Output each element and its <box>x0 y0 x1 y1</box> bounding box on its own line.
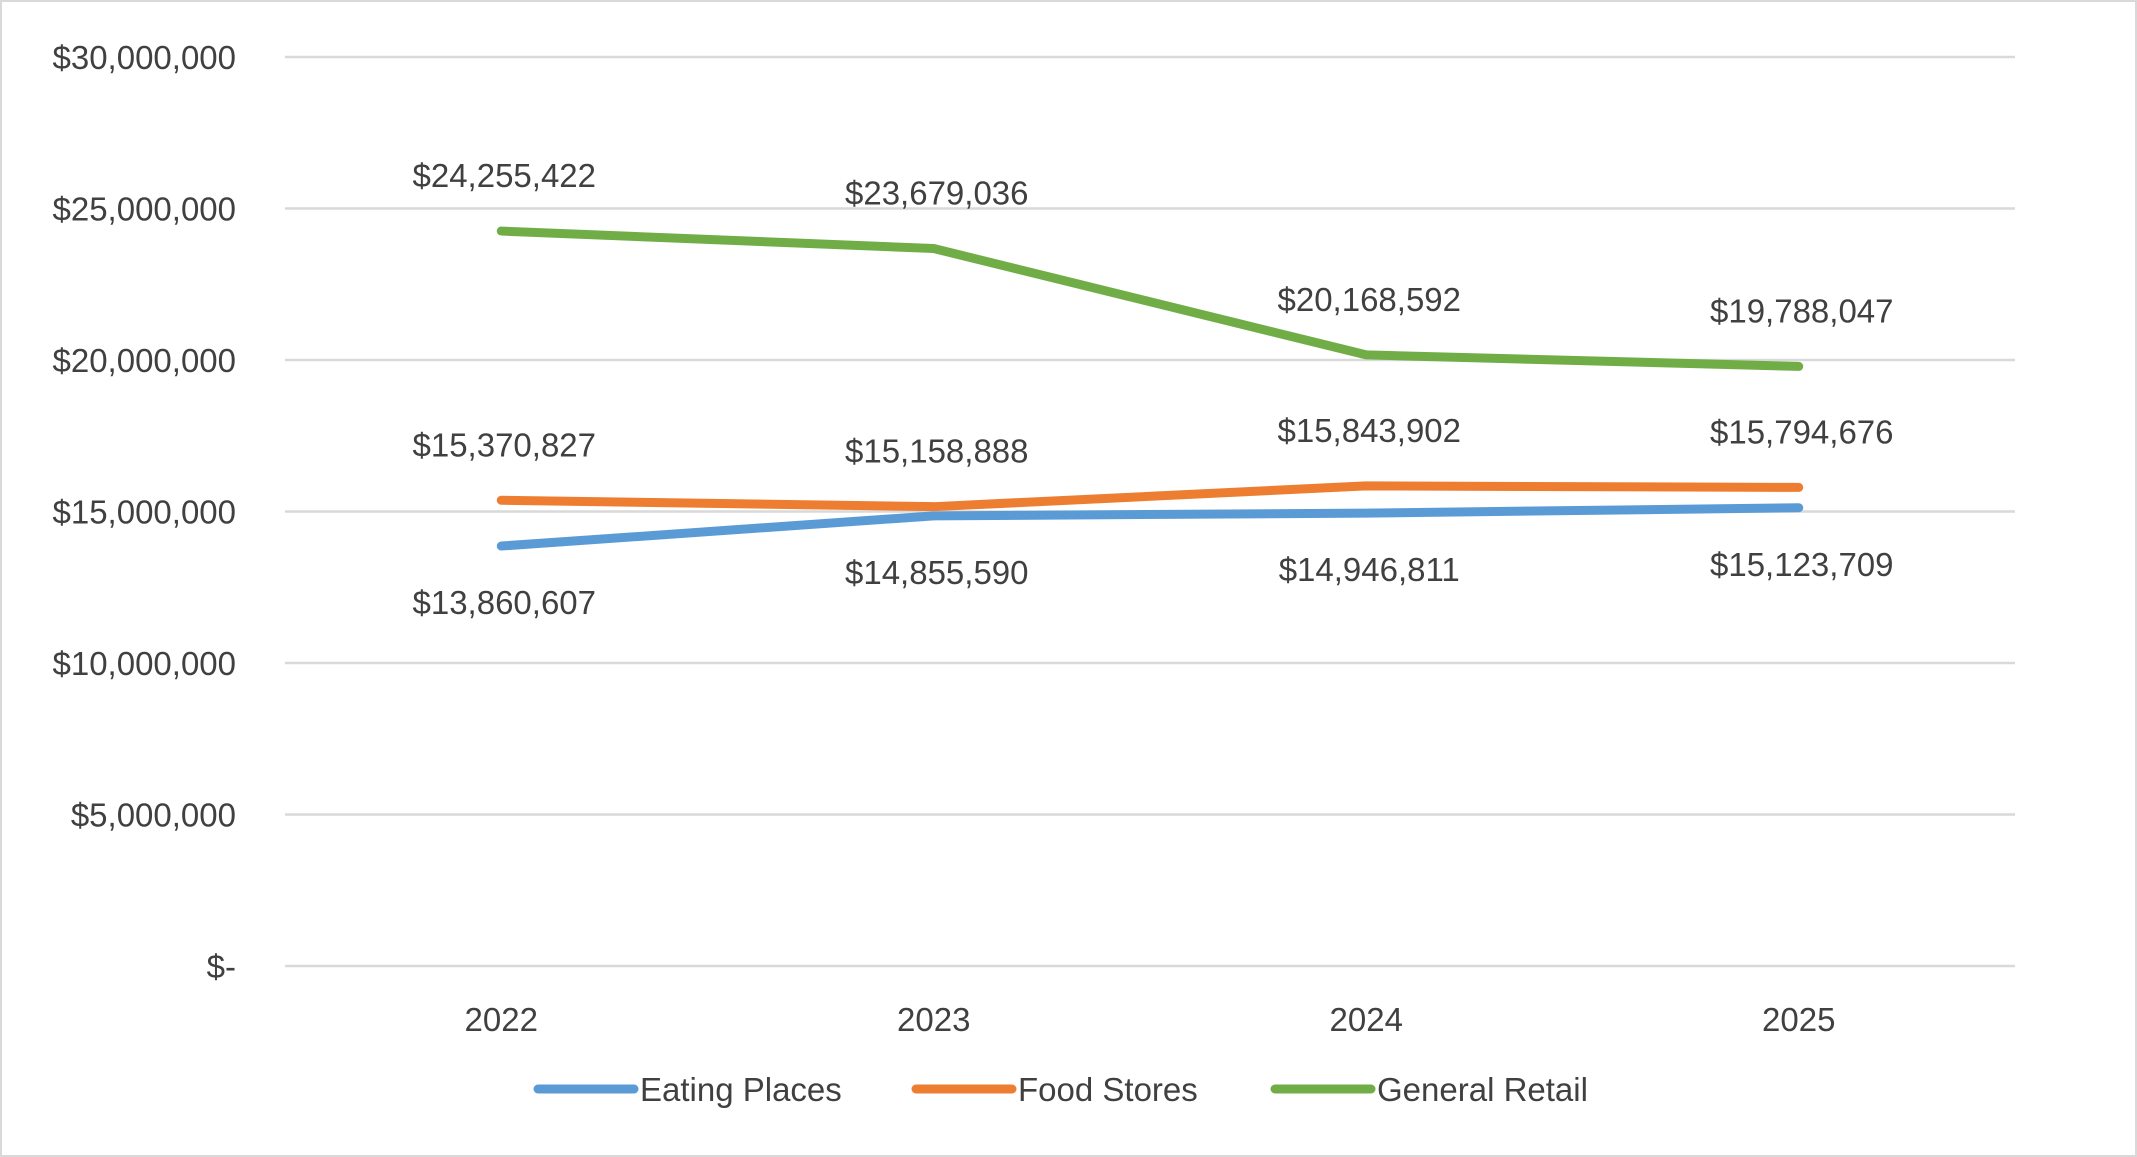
series-line-general-retail <box>496 226 1804 371</box>
data-label: $19,788,047 <box>1710 292 1894 329</box>
data-label: $23,679,036 <box>845 175 1029 212</box>
data-label: $24,255,422 <box>412 157 596 194</box>
data-label: $14,946,811 <box>1279 551 1460 588</box>
data-label: $20,168,592 <box>1277 281 1461 318</box>
data-label: $14,855,590 <box>845 554 1029 591</box>
legend-label: Food Stores <box>1018 1071 1198 1108</box>
legend-label: Eating Places <box>640 1071 842 1108</box>
y-tick-label: $- <box>207 948 236 985</box>
x-tick-label: 2025 <box>1762 1001 1835 1038</box>
x-tick-label: 2023 <box>897 1001 970 1038</box>
data-label: $15,123,709 <box>1710 546 1894 583</box>
data-label: $15,843,902 <box>1277 412 1461 449</box>
series-line-eating-places <box>496 503 1804 551</box>
data-label: $15,370,827 <box>412 426 596 463</box>
y-tick-label: $25,000,000 <box>52 191 236 228</box>
y-tick-label: $15,000,000 <box>52 494 236 531</box>
y-tick-label: $10,000,000 <box>52 645 236 682</box>
data-label: $15,158,888 <box>845 433 1029 470</box>
x-tick-label: 2022 <box>465 1001 538 1038</box>
y-tick-label: $30,000,000 <box>52 39 236 76</box>
data-label: $13,860,607 <box>412 584 596 621</box>
data-label: $15,794,676 <box>1710 413 1894 450</box>
x-tick-label: 2024 <box>1330 1001 1403 1038</box>
y-tick-label: $20,000,000 <box>52 342 236 379</box>
legend-label: General Retail <box>1377 1071 1588 1108</box>
y-tick-label: $5,000,000 <box>71 797 236 834</box>
series-line-food-stores <box>496 481 1804 512</box>
